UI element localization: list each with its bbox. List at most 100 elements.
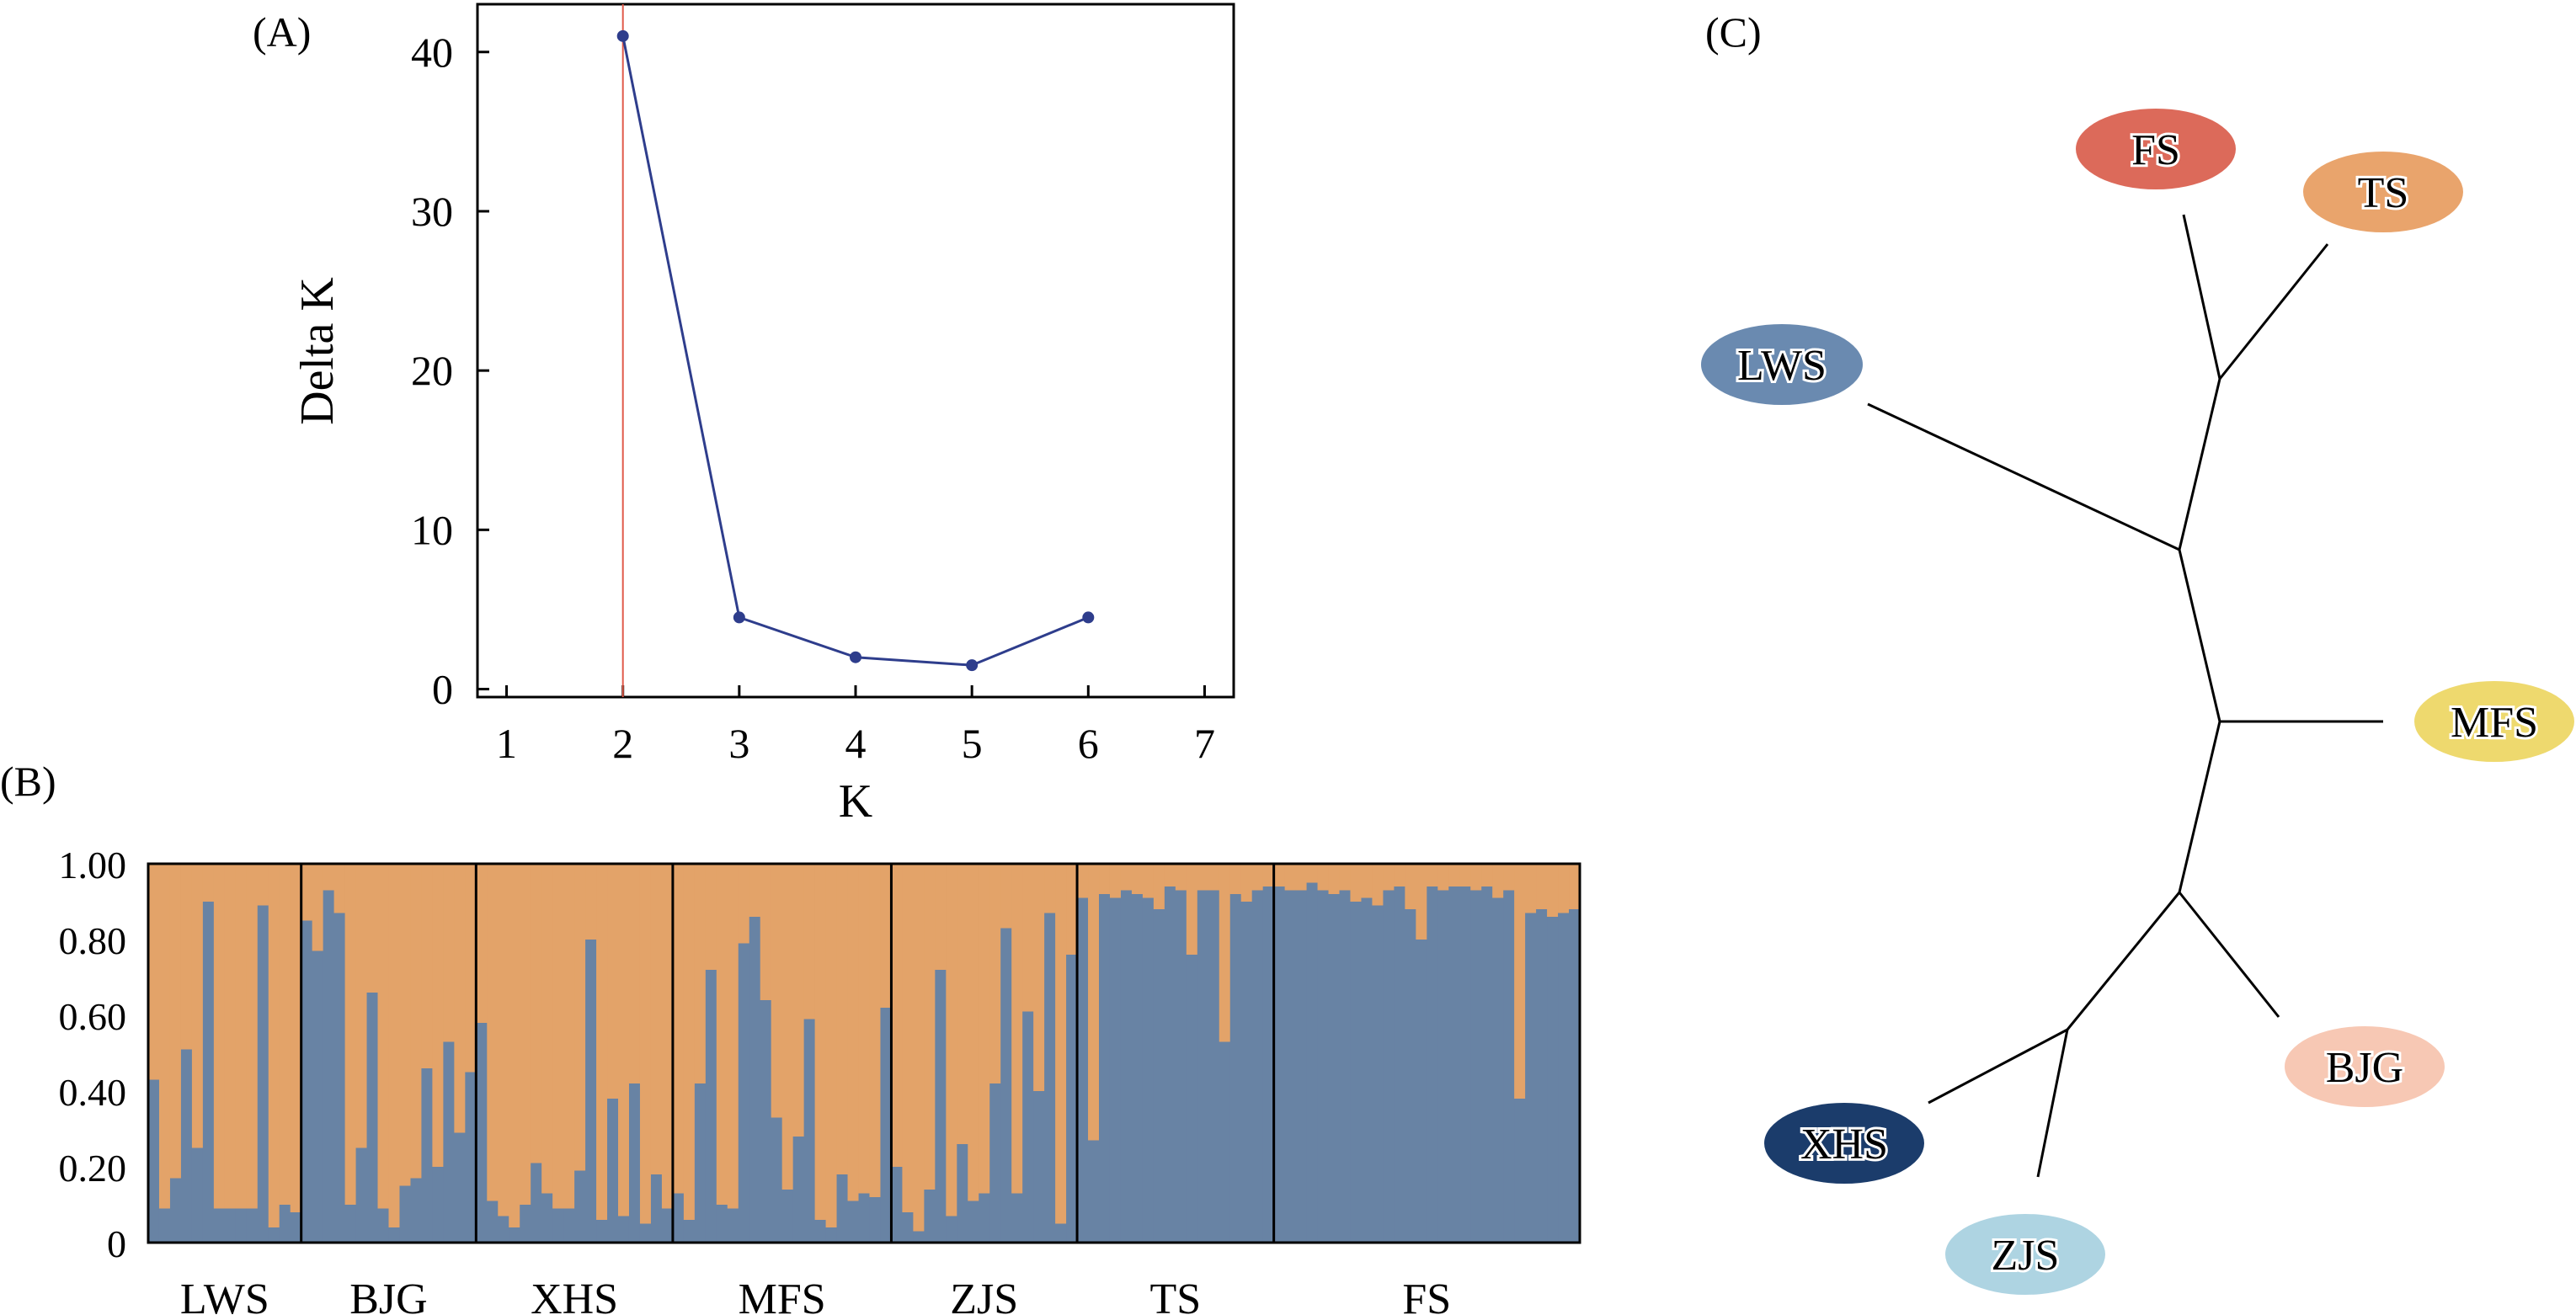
structure-bar-upper	[672, 864, 685, 1194]
structure-bar-upper	[1055, 864, 1067, 1224]
structure-bar-upper	[169, 864, 182, 1179]
node-zjs: ZJS	[1945, 1214, 2105, 1295]
structure-bar-upper	[344, 864, 357, 1205]
structure-bar-lower	[333, 913, 346, 1243]
structure-bar-upper	[1131, 864, 1144, 894]
node-lws-label: LWS	[1737, 342, 1827, 390]
structure-bar-lower	[650, 1174, 663, 1243]
structure-bar-upper	[836, 864, 849, 1174]
structure-bar-lower	[1525, 913, 1537, 1243]
structure-bar-lower	[771, 1117, 783, 1243]
structure-bar-upper	[1295, 864, 1308, 891]
structure-bar-upper	[946, 864, 957, 1217]
structure-bar-upper	[1033, 864, 1045, 1091]
structure-bar-lower	[1262, 886, 1275, 1243]
structure-bar-upper	[1208, 864, 1220, 891]
structure-bar-upper	[563, 864, 575, 1209]
panel-b-y-ticks: 0 0.20 0.40 0.60 0.80 1.00	[59, 844, 127, 1265]
structure-bar-upper	[869, 864, 882, 1197]
structure-bar-lower	[509, 1227, 520, 1243]
structure-bar-lower	[520, 1205, 531, 1243]
structure-bar-upper	[847, 864, 860, 1201]
structure-bar-lower	[1492, 897, 1504, 1243]
structure-bar-upper	[377, 864, 390, 1209]
structure-bar-lower	[202, 902, 215, 1243]
branch-ts	[2218, 243, 2329, 380]
structure-bar-lower	[1383, 890, 1395, 1243]
structure-bar-lower	[749, 917, 761, 1243]
structure-bar-lower	[836, 1174, 849, 1243]
structure-bar-upper	[290, 864, 302, 1212]
structure-bar-upper	[366, 864, 379, 993]
structure-bar-upper	[279, 864, 291, 1205]
b-y-tick-label: 0.20	[59, 1147, 127, 1190]
node-ts: TS	[2303, 152, 2463, 232]
structure-bar-lower	[158, 1208, 171, 1243]
structure-bar-lower	[399, 1185, 412, 1243]
node-fs-label: FS	[2131, 126, 2180, 174]
structure-bar-lower	[268, 1227, 280, 1243]
structure-bar-upper	[1186, 864, 1198, 955]
structure-bar-lower	[1229, 894, 1242, 1243]
structure-bar-upper	[1000, 864, 1012, 929]
structure-bar-lower	[531, 1163, 542, 1243]
structure-bar-upper	[1240, 864, 1253, 902]
x-tick-label: 2	[612, 720, 633, 767]
structure-bar-lower	[344, 1205, 357, 1243]
y-tick-label: 10	[411, 506, 453, 553]
structure-bar-upper	[1109, 864, 1122, 898]
structure-bar-lower	[1197, 890, 1209, 1243]
structure-bar-lower	[290, 1212, 302, 1243]
x-tick-label: 3	[728, 720, 749, 767]
structure-bar-upper	[858, 864, 871, 1194]
structure-bar-lower	[257, 905, 269, 1243]
structure-bar-lower	[891, 1167, 904, 1243]
structure-bar-upper	[531, 864, 542, 1163]
structure-bar-lower	[1011, 1193, 1023, 1243]
structure-bar-upper	[1229, 864, 1242, 894]
structure-bar-upper	[1077, 864, 1089, 898]
branch-inner-1	[2178, 549, 2221, 722]
structure-bar-lower	[366, 993, 379, 1243]
structure-bar-lower	[869, 1197, 882, 1243]
structure-bar-upper	[924, 864, 936, 1190]
b-y-tick-label: 1.00	[59, 844, 127, 886]
structure-bar-lower	[1240, 902, 1253, 1243]
structure-bar-upper	[1339, 864, 1352, 891]
structure-bar-lower	[705, 970, 717, 1243]
structure-bar-upper	[476, 864, 488, 1023]
structure-bar-upper	[596, 864, 608, 1220]
node-bjg-label: BJG	[2326, 1044, 2403, 1092]
node-mfs: MFS	[2414, 681, 2574, 762]
population-label: FS	[1402, 1275, 1451, 1315]
structure-bar-upper	[1514, 864, 1526, 1099]
structure-bar-upper	[935, 864, 947, 970]
structure-bar-upper	[323, 864, 335, 891]
structure-bar-lower	[1131, 894, 1144, 1243]
structure-bar-upper	[421, 864, 434, 1068]
structure-bar-upper	[979, 864, 990, 1194]
population-label: ZJS	[950, 1275, 1018, 1315]
structure-bar-lower	[1273, 886, 1286, 1243]
structure-bar-upper	[235, 864, 248, 1209]
structure-bar-lower	[1558, 913, 1570, 1243]
structure-bar-lower	[1536, 909, 1548, 1243]
structure-bar-upper	[1120, 864, 1133, 891]
structure-bar-upper	[639, 864, 652, 1224]
structure-bar-upper	[683, 864, 696, 1220]
structure-bar-lower	[683, 1220, 696, 1243]
structure-bar-lower	[498, 1216, 509, 1243]
structure-bar-upper	[355, 864, 368, 1148]
structure-bar-lower	[880, 1008, 893, 1243]
structure-bar-upper	[257, 864, 269, 906]
structure-bar-lower	[1120, 890, 1133, 1243]
structure-bar-lower	[1470, 890, 1482, 1243]
structure-bar-lower	[989, 1083, 1001, 1243]
structure-bar-upper	[825, 864, 838, 1227]
node-fs: FS	[2076, 109, 2236, 189]
structure-bar-lower	[1481, 886, 1493, 1243]
y-tick-label: 0	[432, 666, 453, 713]
structure-bar-lower	[1459, 886, 1471, 1243]
panel-a-delta-k-chart: (A) 1 2 3 4 5 6 7 0 10 20 30 40 K Delta K	[253, 3, 1235, 828]
structure-bar-lower	[1547, 917, 1559, 1243]
